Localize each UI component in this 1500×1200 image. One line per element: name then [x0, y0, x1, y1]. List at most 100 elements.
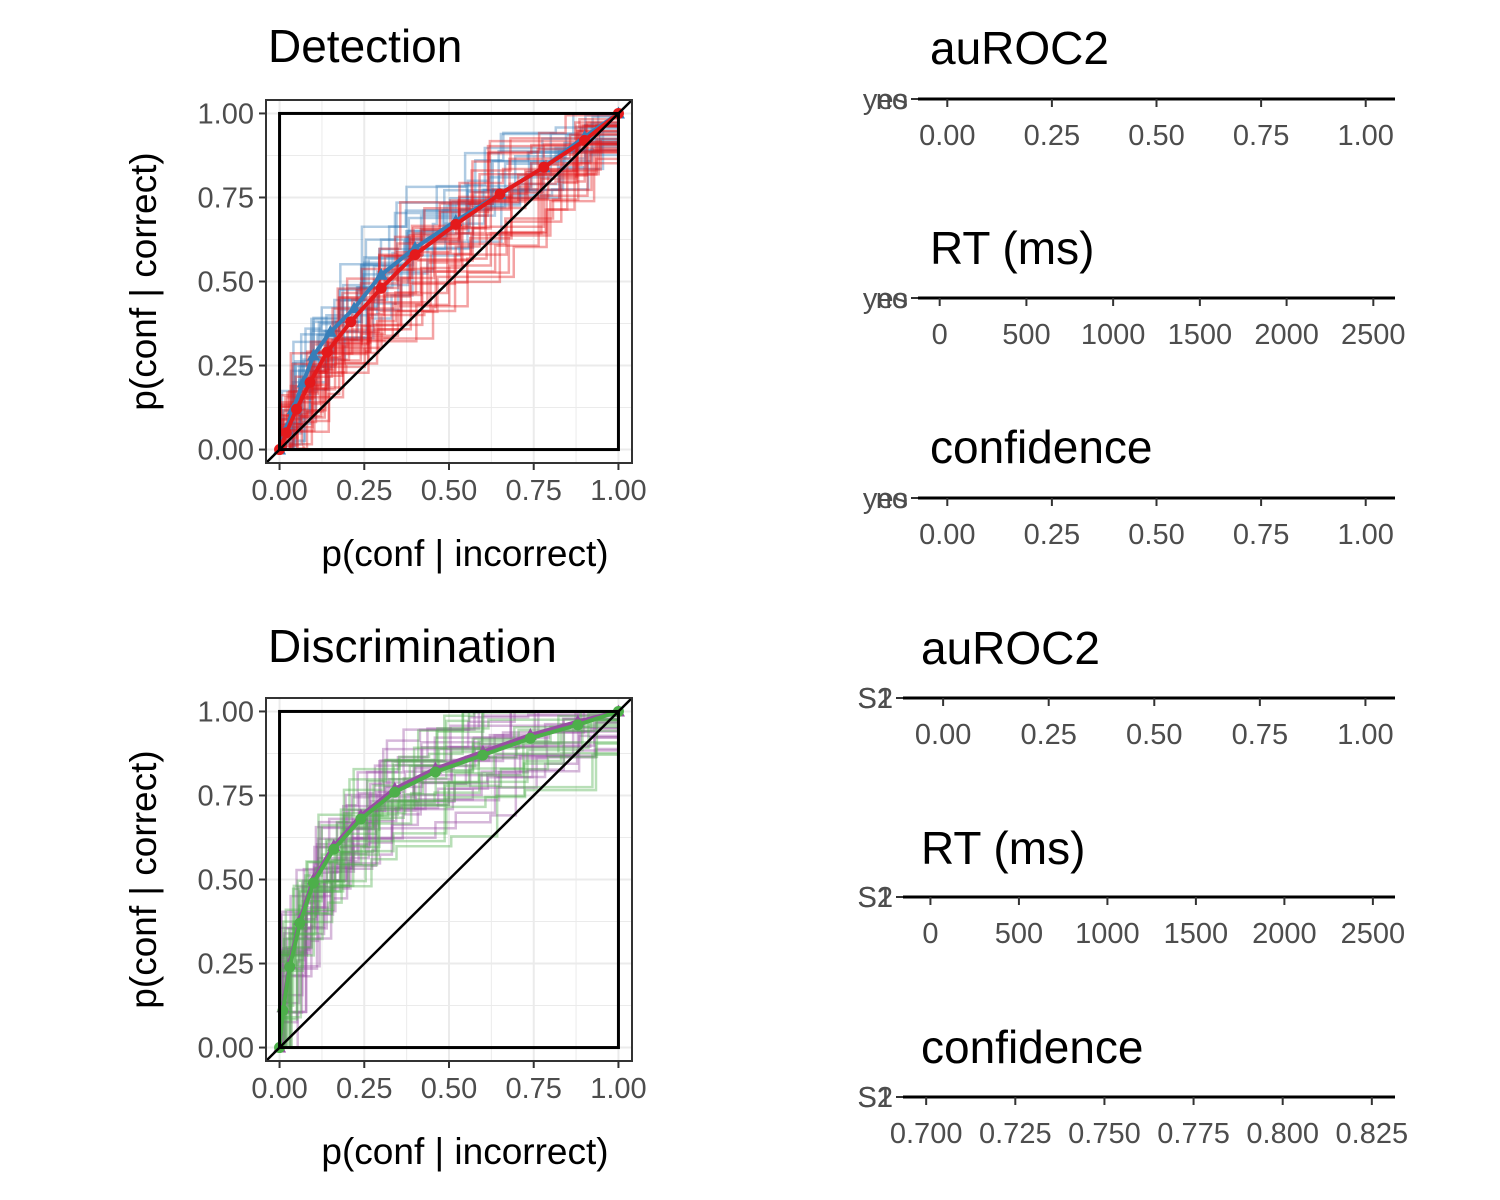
y-tick-label: 0.00 — [198, 1033, 254, 1065]
subject-curve — [279, 113, 620, 451]
subject-curve — [279, 113, 620, 451]
x-axis-title: p(conf | incorrect) — [321, 533, 608, 574]
subject-curve — [278, 113, 620, 450]
x-tick-label: 1.00 — [1337, 719, 1393, 751]
y-tick-label: 1.00 — [198, 98, 254, 130]
x-tick-label: 500 — [995, 918, 1043, 950]
y-tick-label: 0.50 — [198, 267, 254, 299]
subject-curve — [278, 113, 620, 450]
subject-curve — [278, 711, 620, 1048]
y-axis-title: p(conf | correct) — [123, 152, 164, 410]
y-tick-label: 0.25 — [198, 949, 254, 981]
subject-curve — [279, 113, 620, 451]
mean-point — [572, 719, 584, 731]
mean-point — [280, 427, 292, 439]
subject-curve — [278, 711, 620, 1049]
category-label-yes: yes — [863, 84, 908, 116]
category-label-no: no — [876, 84, 908, 116]
category-label-S2: S2 — [858, 683, 893, 715]
discrimination-chart: 0.00 0.25 0.50 0.75 1.00 0.00 0.25 0.50 0.75 1.00… — [123, 620, 647, 1172]
subject-curve — [278, 710, 619, 1048]
subject-curve — [278, 113, 620, 450]
mean-point — [494, 188, 506, 200]
x-tick-label: 1.00 — [1337, 519, 1393, 551]
x-tick-label: 0.75 — [1233, 519, 1289, 551]
mean-point — [294, 917, 306, 929]
subject-curve — [278, 711, 620, 1048]
category-label-S1: S1 — [858, 882, 893, 914]
x-tick-label: 0.75 — [505, 475, 561, 507]
subject-curve — [278, 711, 620, 1048]
x-tick-label: 0.00 — [915, 719, 971, 751]
subject-curve — [278, 113, 620, 450]
panel-title: auROC2 — [921, 622, 1100, 674]
x-tick-label: 0.775 — [1157, 1118, 1230, 1150]
category-label-yes: yes — [863, 283, 908, 315]
subject-curve — [279, 113, 620, 451]
subject-curve — [278, 113, 620, 450]
mean-point — [345, 316, 357, 328]
subject-curve — [278, 711, 620, 1048]
subject-curve — [278, 711, 620, 1048]
subject-curve — [278, 113, 620, 451]
x-tick-label: 0.25 — [1024, 120, 1080, 152]
panel-title: Discrimination — [268, 620, 557, 672]
detection-chart: 0.00 0.25 0.50 0.75 1.00 0.00 0.25 0.50 0.75 1.00… — [123, 20, 647, 574]
subject-curve — [278, 113, 620, 450]
subject-curve — [278, 710, 619, 1048]
x-tick-label: 1.00 — [590, 1073, 646, 1105]
x-tick-label: 0.50 — [421, 475, 477, 507]
x-tick-label: 0.800 — [1246, 1118, 1319, 1150]
x-tick-label: 0.00 — [251, 475, 307, 507]
mean-point — [323, 324, 337, 337]
category-label-yes: yes — [863, 483, 908, 515]
x-tick-label: 1.00 — [590, 475, 646, 507]
y-tick-label: 0.00 — [198, 435, 254, 467]
mean-point — [321, 346, 333, 358]
panel-title: confidence — [930, 421, 1153, 473]
y-tick-label: 0.50 — [198, 865, 254, 897]
mean-point — [409, 249, 421, 261]
mean-point — [524, 732, 536, 744]
mean-point — [307, 877, 319, 889]
subject-curve — [279, 711, 620, 1049]
y-tick-label: 1.00 — [198, 696, 254, 728]
x-axis-title: p(conf | incorrect) — [321, 1131, 608, 1172]
mean-point — [347, 301, 361, 314]
subject-curve — [279, 113, 620, 451]
x-tick-label: 0.825 — [1336, 1118, 1409, 1150]
x-tick-label: 0.25 — [336, 475, 392, 507]
mean-point — [284, 961, 296, 973]
x-tick-label: 0.00 — [919, 519, 975, 551]
mean-point — [374, 267, 388, 280]
x-tick-label: 1500 — [1168, 319, 1233, 351]
mean-point — [538, 161, 550, 173]
mean-point — [389, 786, 401, 798]
x-tick-label: 0.750 — [1068, 1118, 1141, 1150]
subject-curve — [279, 711, 620, 1049]
x-tick-label: 0.00 — [251, 1073, 307, 1105]
mean-point — [328, 843, 340, 855]
subject-curve — [279, 113, 620, 451]
subject-curve — [279, 711, 620, 1049]
x-tick-label: 0 — [932, 319, 948, 351]
chance-diagonal — [265, 697, 633, 1062]
y-tick-label: 0.75 — [198, 780, 254, 812]
x-tick-label: 1000 — [1081, 319, 1146, 351]
mean-point — [304, 376, 316, 388]
subject-curve — [279, 113, 620, 451]
x-tick-label: 0.00 — [919, 120, 975, 152]
category-label-S1: S1 — [858, 1082, 893, 1114]
mean-point — [355, 813, 367, 825]
category-label-S1: S1 — [858, 683, 893, 715]
y-tick-label: 0.25 — [198, 351, 254, 383]
x-tick-label: 0.25 — [1020, 719, 1076, 751]
mean-point — [450, 218, 462, 230]
subject-curve — [278, 113, 620, 450]
mean-point — [477, 749, 489, 761]
x-tick-label: 0.75 — [1233, 120, 1289, 152]
category-label-no: no — [876, 483, 908, 515]
